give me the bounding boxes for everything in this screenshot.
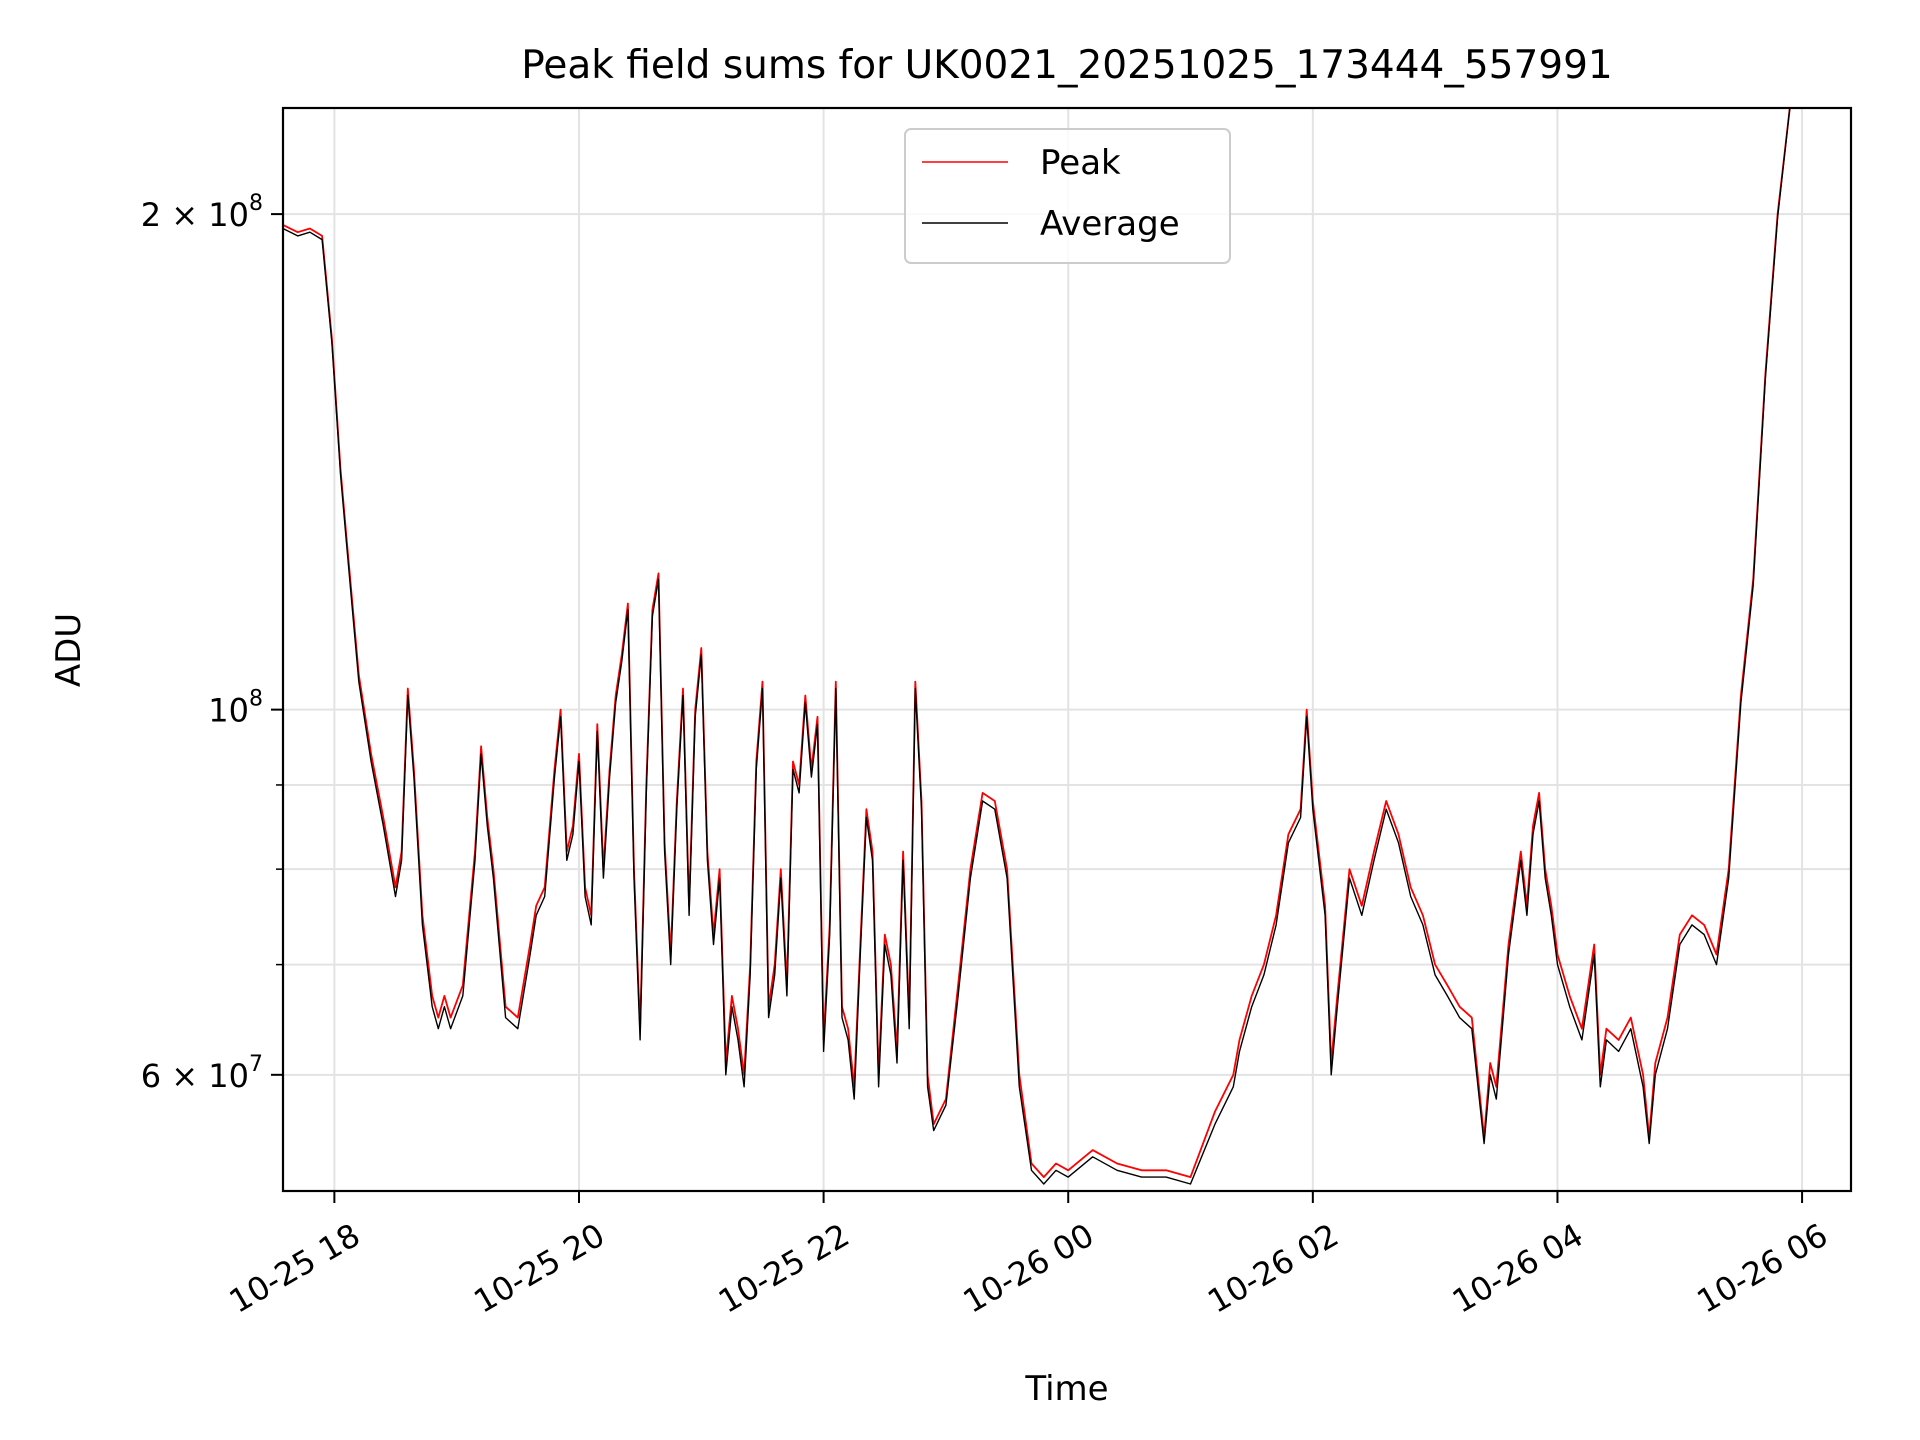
chart-title: Peak field sums for UK0021_20251025_1734… [521, 43, 1612, 88]
series-lines [282, 107, 1791, 1185]
legend: Peak Average [904, 128, 1231, 264]
series-line-average [282, 107, 1791, 1185]
y-axis-label: ADU [49, 613, 89, 687]
legend-label-peak: Peak [1040, 143, 1121, 183]
y-tick-label: 6 × 107 [141, 1052, 263, 1095]
grid [283, 108, 1851, 1191]
legend-label-average: Average [1040, 204, 1180, 244]
y-tick-label: 2 × 108 [141, 191, 263, 234]
x-axis-label: Time [1024, 1369, 1108, 1409]
plot-frame [281, 106, 1853, 1193]
y-tick-label: 108 [208, 687, 263, 730]
y-axis: 2 × 108 108 6 × 107 [141, 191, 283, 1095]
